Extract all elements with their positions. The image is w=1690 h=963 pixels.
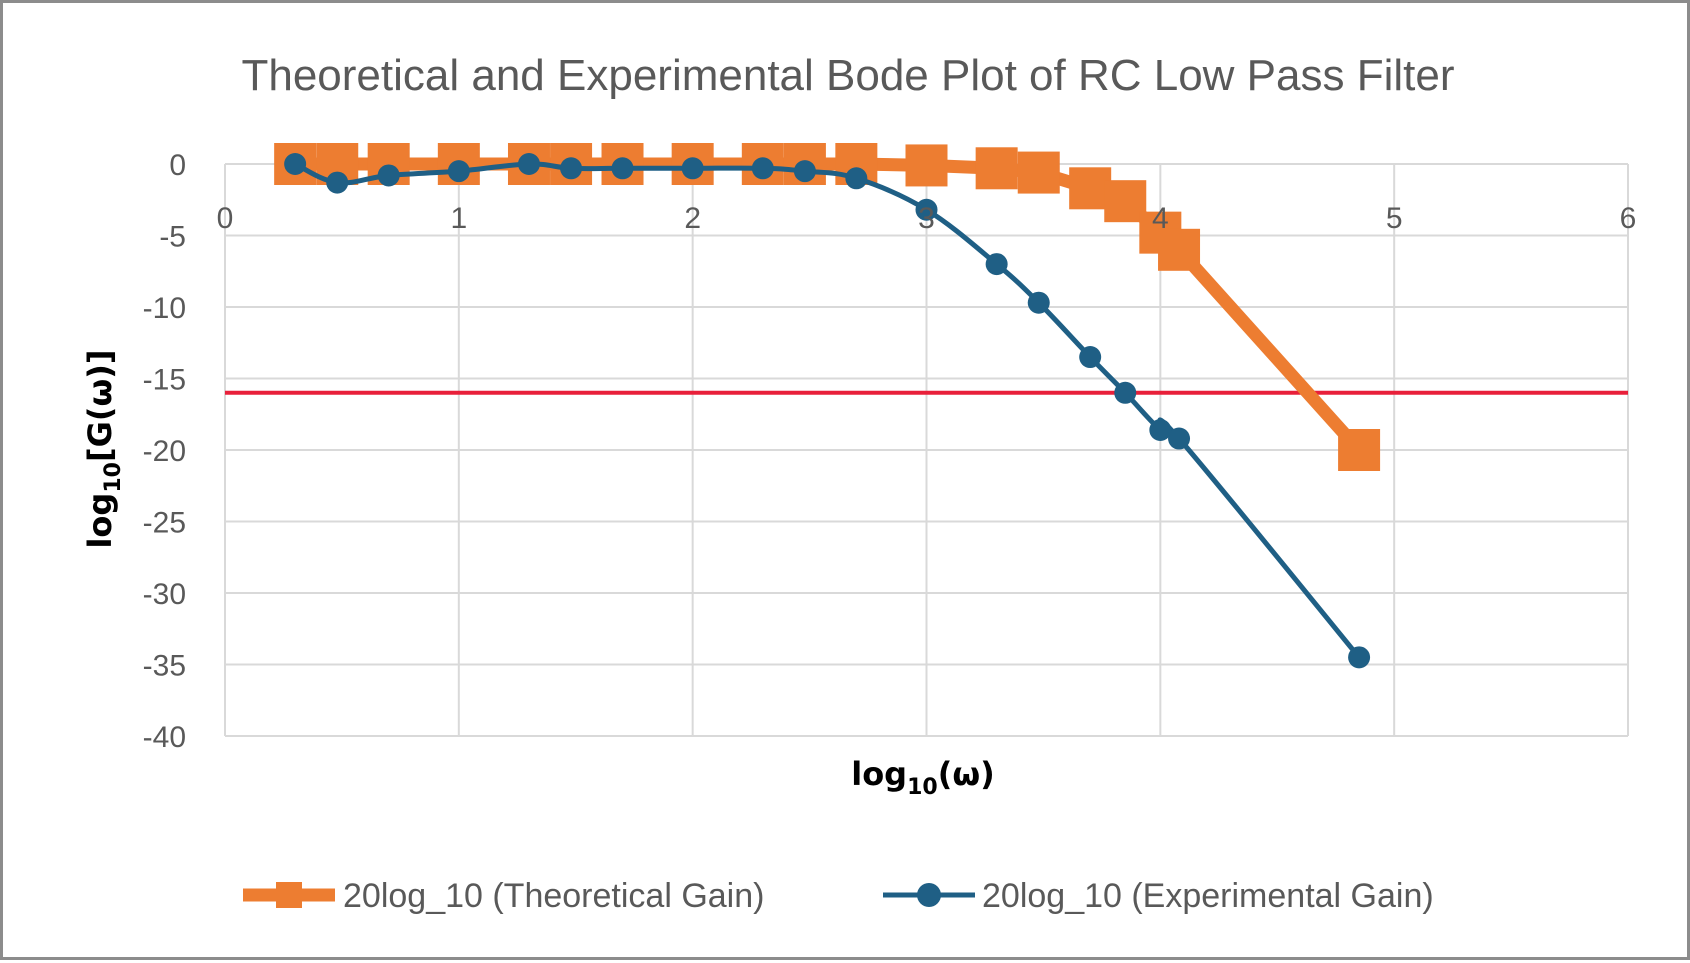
theoretical-data-point — [1158, 228, 1201, 271]
tick-labels-layer: 0 -5 -10 -15 -20 -25 -30 -35 -40 0 1 2 3 4 5 6 — [143, 149, 1637, 754]
theoretical-data-point — [1338, 429, 1381, 471]
y-tick-label: -20 — [143, 435, 186, 468]
y-axis-label-rest: [G(ω)] — [81, 349, 119, 462]
x-tick-label: 1 — [450, 202, 467, 235]
x-tick-label: 3 — [918, 202, 935, 235]
series-experimental — [284, 153, 1371, 669]
experimental-data-point — [326, 171, 349, 194]
theoretical-data-point — [1104, 180, 1147, 223]
x-tick-label: 0 — [217, 202, 234, 235]
legend-swatch-experimental-marker — [917, 883, 941, 907]
y-axis-label: log10[G(ω)] — [81, 349, 126, 548]
experimental-data-point — [284, 153, 307, 175]
theoretical-data-point — [905, 144, 948, 187]
experimental-data-point — [915, 198, 938, 221]
chart-title: Theoretical and Experimental Bode Plot o… — [241, 51, 1454, 100]
x-axis-label: log10(ω) — [851, 755, 995, 800]
experimental-data-point — [1168, 427, 1191, 450]
experimental-data-point — [1079, 346, 1102, 369]
y-axis-label-subscript: 10 — [101, 462, 126, 493]
y-tick-label: -25 — [143, 507, 186, 540]
experimental-data-point — [1348, 646, 1371, 669]
theoretical-data-point — [975, 147, 1018, 190]
experimental-data-point — [1027, 291, 1050, 314]
y-tick-label: -35 — [143, 650, 186, 683]
x-tick-label: 2 — [684, 202, 701, 235]
legend-item-theoretical: 20log_10 (Theoretical Gain) — [243, 877, 764, 915]
y-tick-label: -15 — [143, 364, 186, 397]
theoretical-data-point — [1069, 167, 1112, 210]
experimental-data-point — [751, 157, 774, 180]
experimental-data-point — [560, 157, 583, 180]
experimental-data-point — [985, 253, 1008, 276]
legend-label-theoretical: 20log_10 (Theoretical Gain) — [343, 877, 764, 915]
bode-plot-chart: 0 -5 -10 -15 -20 -25 -30 -35 -40 0 1 2 3 4 5 6 Theoreti… — [81, 51, 1637, 915]
theoretical-data-point — [1017, 151, 1060, 194]
series-layer — [274, 143, 1381, 669]
x-tick-label: 4 — [1152, 202, 1169, 235]
experimental-data-point — [1114, 381, 1137, 404]
experimental-data-point — [681, 157, 704, 180]
legend: 20log_10 (Theoretical Gain) 20log_10 (Ex… — [243, 877, 1434, 915]
y-tick-label: 0 — [169, 149, 186, 182]
experimental-data-point — [611, 157, 634, 180]
legend-item-experimental: 20log_10 (Experimental Gain) — [883, 877, 1434, 915]
x-axis-label-subscript: 10 — [907, 775, 938, 800]
experimental-data-point — [845, 167, 868, 190]
y-tick-label: -40 — [143, 721, 186, 754]
y-axis-label-base: log — [81, 493, 119, 549]
experimental-data-point — [1149, 418, 1172, 441]
legend-swatch-theoretical-marker — [276, 882, 302, 908]
x-axis-label-base: log — [851, 755, 907, 793]
experimental-data-point — [793, 160, 816, 183]
x-tick-label: 6 — [1620, 202, 1637, 235]
y-tick-label: -10 — [143, 292, 186, 325]
y-tick-label: -30 — [143, 578, 186, 611]
legend-label-experimental: 20log_10 (Experimental Gain) — [982, 877, 1434, 915]
experimental-data-point — [377, 164, 400, 187]
experimental-data-point — [447, 160, 470, 183]
x-axis-label-rest: (ω) — [938, 755, 995, 793]
x-tick-label: 5 — [1386, 202, 1403, 235]
experimental-data-point — [517, 153, 540, 175]
grid-layer — [224, 163, 1629, 737]
y-tick-label: -5 — [159, 221, 186, 254]
